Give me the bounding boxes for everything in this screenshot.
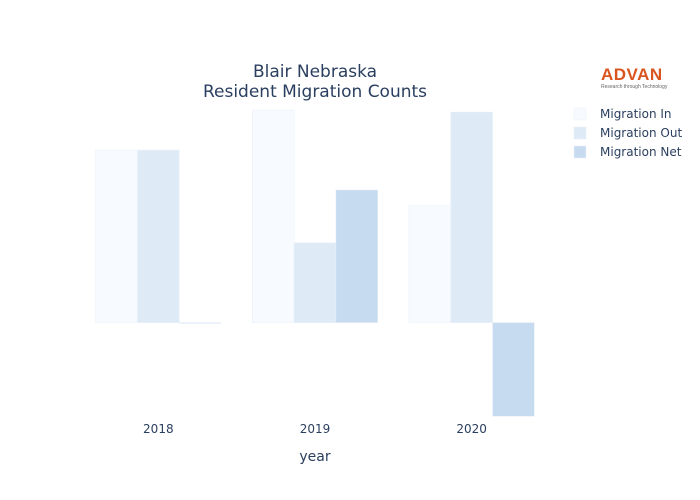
bar-migration-net-2018[interactable]	[178, 322, 222, 324]
legend-swatch[interactable]	[573, 107, 587, 121]
bar-migration-net-2019[interactable]	[335, 189, 378, 323]
x-tick-labels: 2018 2019 2020	[143, 422, 487, 436]
legend-label[interactable]: Migration Out	[600, 126, 682, 140]
legend-swatch[interactable]	[573, 126, 587, 140]
legend-label[interactable]: Migration Net	[600, 145, 682, 159]
advan-logo: ADVAN Research through Technology	[601, 66, 673, 92]
bar-migration-in-2020[interactable]	[408, 205, 452, 323]
x-tick-label: 2019	[300, 422, 331, 436]
bar-migration-net-2020[interactable]	[492, 322, 535, 417]
bar-migration-out-2020[interactable]	[450, 111, 493, 323]
x-tick-label: 2020	[456, 422, 487, 436]
bar-migration-out-2018[interactable]	[137, 149, 180, 323]
legend-swatch[interactable]	[573, 145, 587, 159]
bar-migration-in-2018[interactable]	[95, 149, 138, 323]
x-axis-title: year	[299, 449, 330, 465]
chart-title-line-2: Resident Migration Counts	[203, 82, 427, 102]
logo-tagline: Research through Technology	[601, 84, 668, 90]
x-tick-label: 2018	[143, 422, 174, 436]
chart-title-line-1: Blair Nebraska	[253, 62, 377, 82]
bar-migration-out-2019[interactable]	[293, 242, 337, 323]
legend-label[interactable]: Migration In	[600, 107, 672, 121]
bar-migration-in-2019[interactable]	[252, 109, 295, 323]
bars-group	[95, 109, 535, 417]
logo-wordmark: ADVAN	[601, 65, 663, 84]
legend[interactable]: Migration In Migration Out Migration Net	[573, 107, 682, 159]
